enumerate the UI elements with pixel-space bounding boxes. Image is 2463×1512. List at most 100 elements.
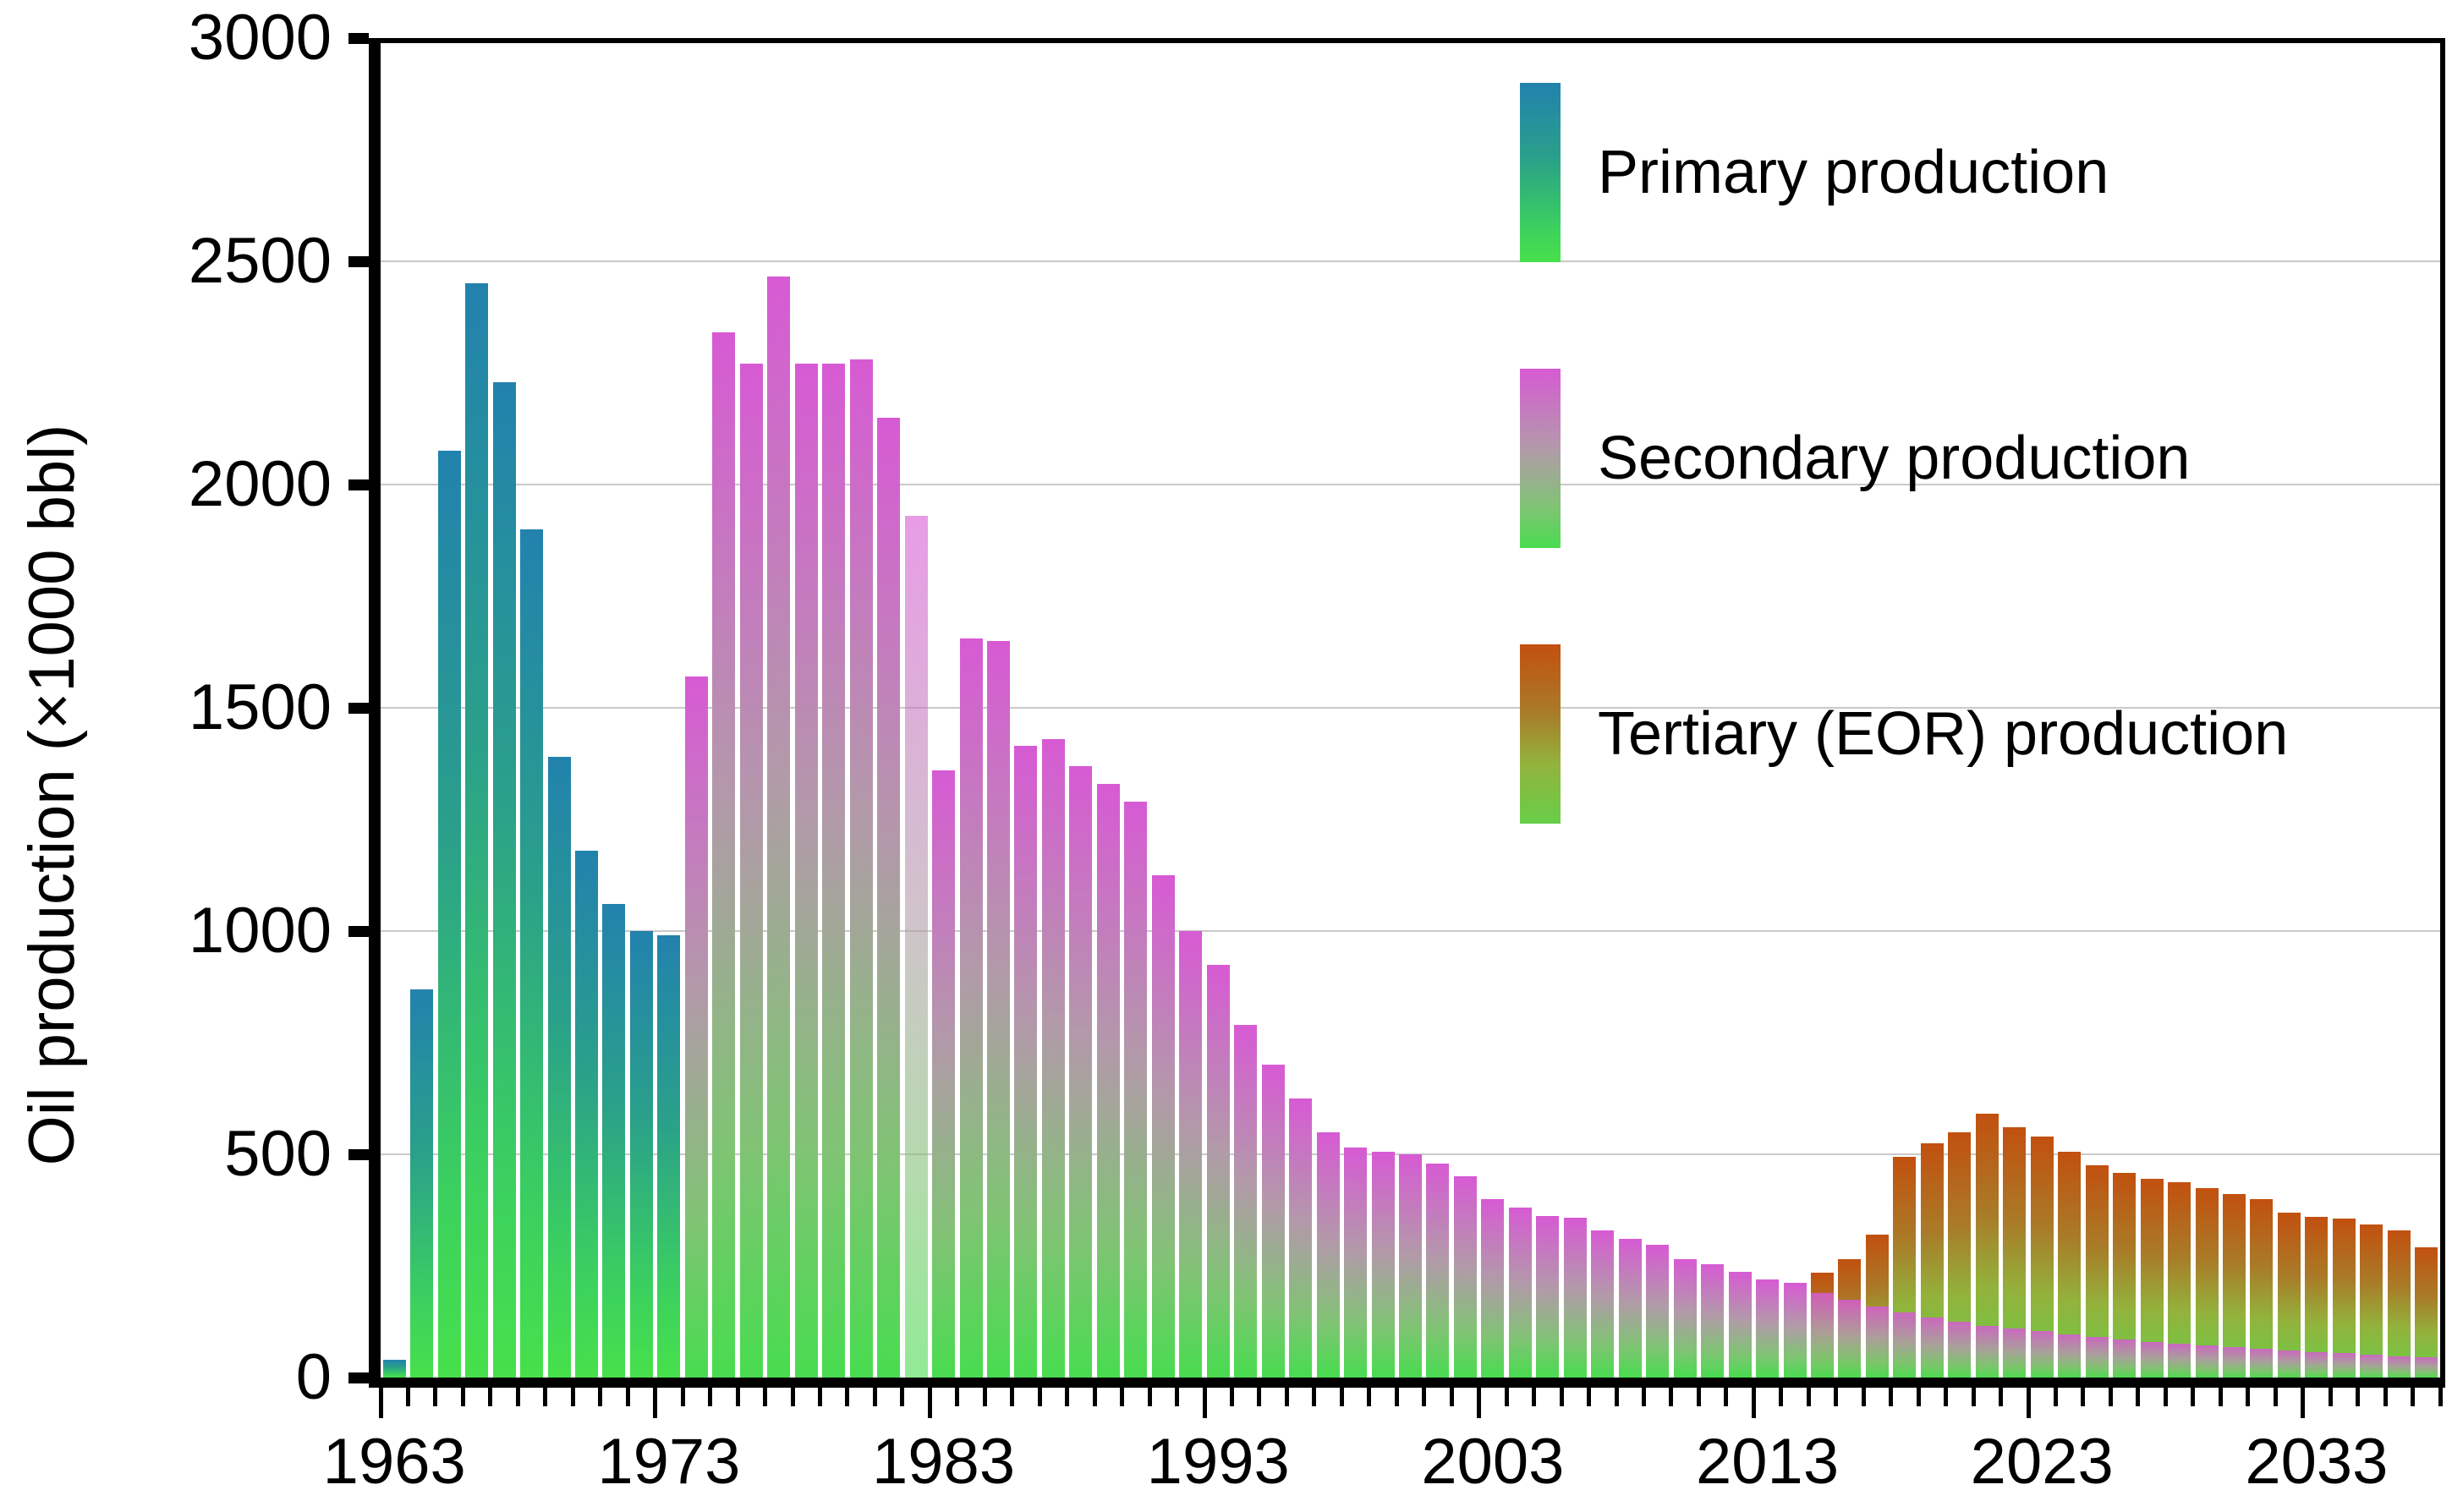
bar-tertiary-2036 [2387, 1230, 2411, 1378]
bar-tertiary-2033 [2305, 1216, 2329, 1378]
gridline-2000 [381, 484, 2445, 485]
bar-secondary-1985 [987, 640, 1010, 1378]
x-tick-1994 [1229, 1388, 1234, 1406]
bar-secondary-1989 [1096, 783, 1120, 1378]
x-tick-2020 [1944, 1388, 1949, 1406]
y-tick-label-0: 0 [295, 1341, 332, 1413]
x-tick-2005 [1532, 1388, 1537, 1406]
x-tick-2025 [2081, 1388, 2086, 1406]
bar-secondary-2014 [1783, 1283, 1807, 1378]
bar-tertiary-2032 [2277, 1213, 2301, 1378]
gridline-1000 [381, 930, 2445, 932]
legend-label-secondary: Secondary production [1598, 425, 2191, 492]
x-tick-2023 [2026, 1388, 2031, 1418]
bar-secondary-2020 [1948, 1322, 1972, 1378]
x-tick-label-1983: 1983 [872, 1426, 1016, 1498]
x-tick-label-1993: 1993 [1146, 1426, 1290, 1498]
x-tick-1985 [982, 1388, 987, 1406]
bar-primary-1973 [657, 935, 681, 1378]
bar-secondary-1978 [794, 364, 818, 1378]
x-tick-1967 [488, 1388, 493, 1406]
bar-secondary-2004 [1508, 1208, 1532, 1378]
bar-secondary-2016 [1838, 1299, 1862, 1378]
y-tick-label-2500: 2500 [188, 225, 332, 297]
x-tick-1984 [955, 1388, 960, 1406]
x-tick-1972 [625, 1388, 630, 1406]
bar-secondary-1986 [1014, 745, 1038, 1378]
x-tick-2019 [1916, 1388, 1921, 1406]
x-tick-2036 [2383, 1388, 2388, 1406]
y-tick-500 [348, 1149, 369, 1160]
bar-secondary-2015 [1811, 1292, 1834, 1378]
x-tick-label-2023: 2023 [1970, 1426, 2114, 1498]
bar-secondary-1997 [1316, 1131, 1340, 1378]
x-tick-1981 [872, 1388, 877, 1406]
x-tick-1986 [1010, 1388, 1015, 1406]
bar-secondary-2010 [1673, 1258, 1697, 1378]
bar-secondary-2008 [1618, 1239, 1642, 1378]
x-tick-label-2013: 2013 [1696, 1426, 1840, 1498]
x-tick-2009 [1641, 1388, 1646, 1406]
bar-secondary-2036 [2387, 1356, 2411, 1378]
bar-secondary-2037 [2415, 1357, 2438, 1378]
bar-secondary-2005 [1536, 1215, 1560, 1378]
y-tick-label-1000: 1000 [188, 895, 332, 967]
y-tick-label-3000: 3000 [188, 2, 332, 74]
legend-swatch-primary [1520, 83, 1561, 262]
bar-secondary-1983 [932, 770, 956, 1378]
y-tick-1500 [348, 703, 369, 714]
x-tick-2032 [2273, 1388, 2278, 1406]
x-tick-2029 [2191, 1388, 2196, 1406]
bar-primary-1969 [547, 757, 571, 1378]
x-tick-2010 [1669, 1388, 1674, 1406]
x-tick-1992 [1175, 1388, 1180, 1406]
x-tick-1997 [1312, 1388, 1317, 1406]
x-tick-1991 [1147, 1388, 1152, 1406]
x-tick-1974 [680, 1388, 685, 1406]
x-tick-2024 [2053, 1388, 2058, 1406]
legend-entry-tertiary: Tertiary (EOR) production [1520, 644, 2288, 824]
bar-primary-1972 [629, 931, 653, 1378]
bar-secondary-1991 [1151, 875, 1175, 1378]
legend-entry-primary: Primary production [1520, 83, 2109, 262]
bar-secondary-2009 [1646, 1244, 1670, 1378]
bar-secondary-1974 [684, 677, 708, 1378]
x-tick-2028 [2163, 1388, 2168, 1406]
x-tick-1978 [790, 1388, 795, 1406]
y-tick-label-500: 500 [224, 1118, 332, 1190]
y-tick-label-2000: 2000 [188, 448, 332, 520]
bar-primary-1963 [382, 1359, 406, 1378]
legend-swatch-tertiary [1520, 644, 1561, 824]
x-tick-2016 [1834, 1388, 1839, 1406]
x-tick-1968 [515, 1388, 520, 1406]
bar-secondary-2026 [2113, 1339, 2137, 1378]
bar-primary-1965 [437, 451, 461, 1378]
bar-secondary-2000 [1399, 1154, 1422, 1378]
x-tick-1965 [433, 1388, 438, 1406]
x-tick-1987 [1037, 1388, 1042, 1406]
legend-swatch-secondary [1520, 369, 1561, 548]
y-tick-2500 [348, 256, 369, 267]
bar-secondary-2022 [2003, 1328, 2027, 1378]
bar-secondary-2025 [2085, 1337, 2109, 1378]
x-tick-1963 [378, 1388, 383, 1418]
bar-secondary-2007 [1591, 1230, 1615, 1378]
x-tick-1971 [598, 1388, 603, 1406]
bar-secondary-1998 [1344, 1148, 1368, 1378]
x-tick-2002 [1449, 1388, 1454, 1406]
bar-secondary-2011 [1701, 1264, 1725, 1378]
bar-secondary-2035 [2360, 1355, 2383, 1378]
bar-secondary-1975 [712, 332, 736, 1378]
bar-secondary-2003 [1481, 1198, 1505, 1378]
x-tick-2001 [1422, 1388, 1427, 1406]
bar-secondary-1988 [1069, 765, 1093, 1378]
bar-secondary-2006 [1563, 1217, 1587, 1378]
x-tick-2003 [1477, 1388, 1482, 1418]
bar-secondary-1994 [1234, 1024, 1258, 1378]
bar-secondary-2029 [2195, 1345, 2219, 1378]
x-tick-1977 [763, 1388, 768, 1406]
x-tick-2000 [1394, 1388, 1399, 1406]
bar-secondary-1987 [1041, 738, 1065, 1378]
bar-secondary-1977 [767, 277, 791, 1378]
y-tick-label-1500: 1500 [188, 671, 332, 743]
